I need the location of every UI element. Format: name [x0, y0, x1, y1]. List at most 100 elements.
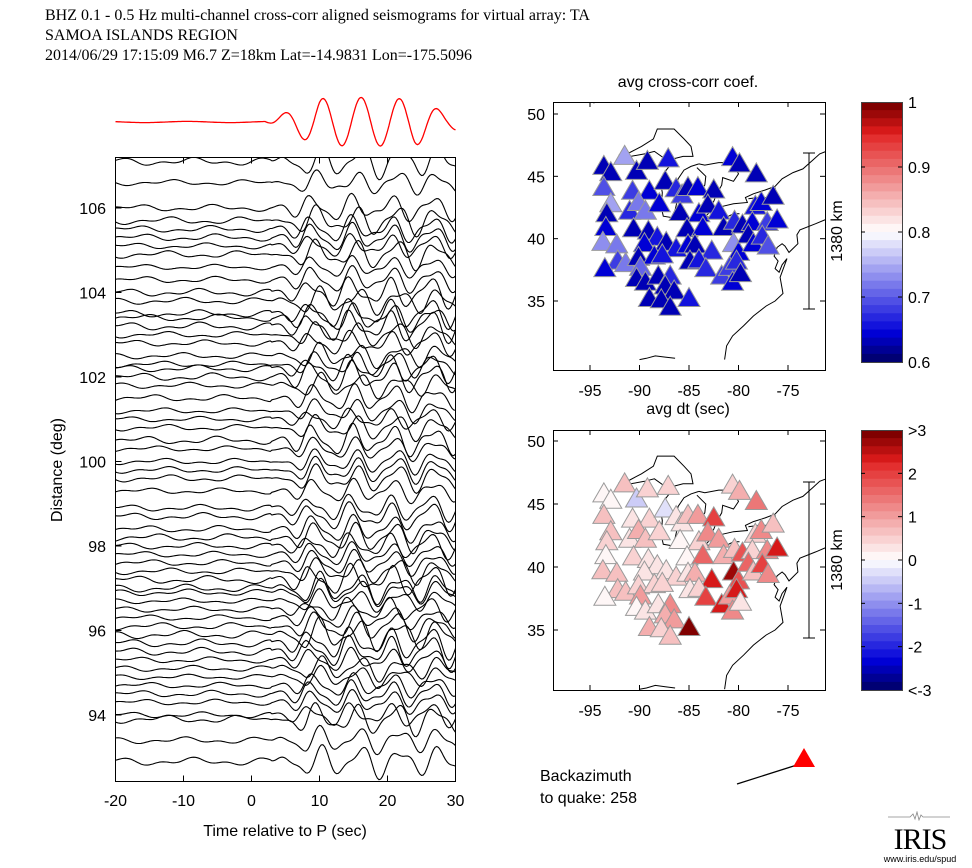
seismogram-trace: [116, 321, 455, 350]
seismogram-trace: [116, 521, 455, 555]
colorbar-tick-label: 1: [908, 510, 917, 527]
station-marker: [693, 256, 718, 278]
colorbar-tick-label: -1: [908, 596, 922, 613]
seismogram-panel: -20 -10 0 10 20 30 94 96 98 100 102 104 106 Time re…: [49, 96, 465, 840]
map-x-tick-label: -85: [677, 703, 700, 720]
station-marker: [756, 234, 781, 255]
seismogram-trace: [116, 309, 455, 345]
cross-corr-colorbar: 1 0.9 0.8 0.7 0.6: [861, 95, 930, 372]
map-y-tick-label: 45: [527, 169, 545, 186]
seismogram-trace: [116, 646, 455, 673]
map-y-tick-label: 50: [527, 107, 545, 124]
station-marker: [761, 512, 786, 533]
colorbar-swatch: [861, 110, 902, 119]
colorbar-tick-label: 1: [908, 95, 917, 112]
seismogram-trace: [116, 671, 455, 699]
colorbar-swatch: [861, 657, 902, 667]
colorbar-swatch: [861, 560, 902, 569]
seismogram-trace: [116, 689, 455, 715]
station-marker: [683, 561, 707, 582]
colorbar-swatch: [861, 142, 902, 152]
coastline-segment: [724, 219, 825, 360]
seismogram-x-axis: -20 -10 0 10 20 30: [104, 157, 465, 810]
colorbar-swatch: [861, 576, 902, 585]
colorbar-swatch: [861, 191, 902, 201]
station-marker: [683, 232, 707, 254]
seismogram-trace: [116, 265, 455, 295]
station-marker: [761, 184, 786, 205]
station-marker: [686, 175, 710, 197]
seismogram-trace: [116, 540, 455, 568]
map-y-tick-label: 40: [527, 232, 545, 249]
seismogram-trace: [116, 562, 455, 597]
station-marker: [706, 199, 731, 220]
map-x-tick-label: -80: [727, 383, 750, 400]
colorbar-swatch: [861, 641, 902, 650]
seismogram-trace: [116, 626, 455, 661]
station-marker: [637, 507, 662, 528]
station-marker: [728, 261, 753, 283]
colorbar-swatch: [861, 592, 902, 602]
seismogram-trace: [116, 463, 455, 495]
colorbar-swatch: [861, 673, 902, 683]
colorbar-swatch: [861, 681, 902, 691]
map-y-tick-label: 40: [527, 560, 545, 577]
station-marker: [744, 489, 769, 510]
map-x-tick-label: -75: [776, 383, 799, 400]
station-marker: [650, 242, 675, 264]
seismogram-trace: [116, 297, 455, 331]
colorbar-tick-label: 0.7: [908, 290, 930, 307]
station-marker: [756, 562, 781, 584]
colorbar-swatch: [861, 240, 902, 249]
station-marker: [598, 488, 623, 509]
seismogram-trace: [116, 414, 455, 443]
colorbar-swatch: [861, 183, 902, 192]
iris-logo-text: IRIS: [893, 823, 948, 856]
colorbar-swatch: [861, 486, 902, 496]
coastline-segment: [724, 547, 825, 690]
station-marker: [727, 151, 752, 173]
seismogram-trace: [116, 407, 455, 432]
colorbar-tick-label: 2: [908, 466, 917, 483]
colorbar-swatch: [861, 134, 902, 144]
station-marker: [656, 474, 681, 495]
dt-map: -95 -90 -85 -80 -75 35 40 45 50 1380 km: [527, 430, 846, 720]
colorbar-swatch: [861, 248, 902, 257]
map-x-tick-label: -90: [628, 383, 651, 400]
colorbar-swatch: [861, 313, 902, 322]
scale-bar-label: 1380 km: [829, 529, 846, 590]
x-tick-label: -10: [172, 793, 195, 810]
colorbar-swatch: [861, 454, 902, 464]
colorbar-swatch: [861, 503, 902, 512]
plot-title-line2: SAMOA ISLANDS REGION: [45, 27, 238, 44]
seismogram-trace: [116, 513, 455, 544]
station-marker: [624, 486, 649, 508]
colorbar-swatch: [861, 353, 902, 363]
station-marker: [668, 528, 692, 550]
colorbar-tick-label: <-3: [908, 683, 932, 700]
map-x-tick-label: -80: [727, 703, 750, 720]
station-marker: [653, 169, 678, 190]
colorbar-tick-label: -2: [908, 640, 922, 657]
colorbar-swatch: [861, 470, 902, 480]
station-marker: [591, 230, 615, 251]
seismogram-trace: [116, 192, 455, 223]
seismogram-trace: [116, 679, 455, 709]
station-marker: [662, 607, 687, 629]
colorbar-tick-label: >3: [908, 423, 926, 440]
colorbar-tick-label: 0.8: [908, 225, 930, 242]
colorbar-swatch: [861, 478, 902, 488]
backazimuth-label-line2: to quake: 258: [540, 790, 637, 807]
coastline: [591, 430, 825, 690]
seismogram-trace: [116, 477, 455, 505]
colorbar-swatch: [861, 568, 902, 577]
plot-title-line1: BHZ 0.1 - 0.5 Hz multi-channel cross-cor…: [45, 7, 590, 24]
seismogram-y-label: Distance (deg): [49, 418, 66, 522]
station-marker: [658, 295, 683, 316]
seismogram-trace: [116, 556, 455, 587]
station-marker: [658, 624, 683, 645]
y-tick-label: 104: [79, 286, 106, 303]
map-y-tick-label: 35: [527, 294, 545, 311]
map-x-tick-label: -85: [677, 383, 700, 400]
iris-seismogram-icon: [888, 810, 950, 822]
